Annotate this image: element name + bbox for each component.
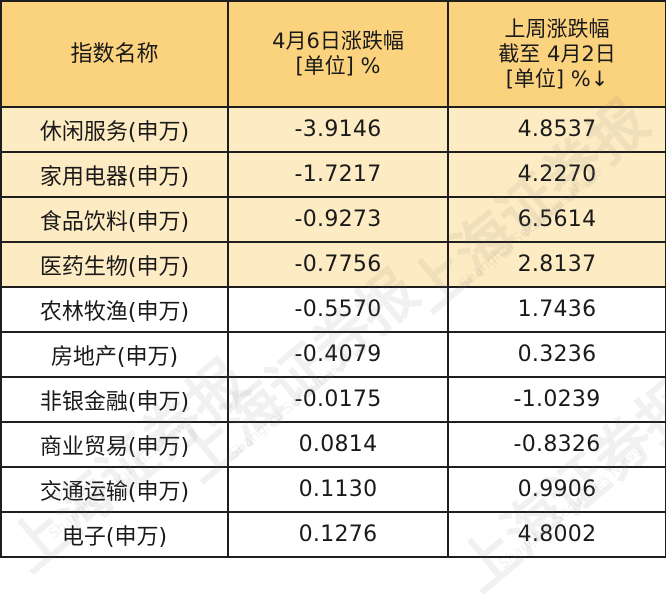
week-change-cell: 4.2270 xyxy=(447,151,666,198)
index-name-cell: 休闲服务(申万) xyxy=(0,106,229,153)
week-change-cell: 6.5614 xyxy=(447,196,666,243)
week-change-cell: 0.3236 xyxy=(447,331,666,378)
week-change-cell: -1.0239 xyxy=(447,376,666,423)
table-row: 农林牧渔(申万) -0.5570 1.7436 xyxy=(0,286,666,333)
table-body: 休闲服务(申万) -3.9146 4.8537 家用电器(申万) -1.7217… xyxy=(0,106,666,558)
day-change-cell: -0.0175 xyxy=(227,376,449,423)
day-change-cell: -0.7756 xyxy=(227,241,449,288)
table-row: 非银金融(申万) -0.0175 -1.0239 xyxy=(0,376,666,423)
week-change-cell: 0.9906 xyxy=(447,466,666,513)
day-change-cell: 0.0814 xyxy=(227,421,449,468)
index-name-cell: 医药生物(申万) xyxy=(0,241,229,288)
week-change-cell: -0.8326 xyxy=(447,421,666,468)
table-row: 休闲服务(申万) -3.9146 4.8537 xyxy=(0,106,666,153)
week-change-cell: 4.8537 xyxy=(447,106,666,153)
day-change-cell: -3.9146 xyxy=(227,106,449,153)
table-row: 商业贸易(申万) 0.0814 -0.8326 xyxy=(0,421,666,468)
header-day-change-unit: [单位] % xyxy=(295,54,381,78)
index-name-cell: 非银金融(申万) xyxy=(0,376,229,423)
day-change-cell: -1.7217 xyxy=(227,151,449,198)
day-change-cell: 0.1276 xyxy=(227,511,449,558)
day-change-cell: -0.4079 xyxy=(227,331,449,378)
table-row: 医药生物(申万) -0.7756 2.8137 xyxy=(0,241,666,288)
index-name-cell: 商业贸易(申万) xyxy=(0,421,229,468)
table-row: 电子(申万) 0.1276 4.8002 xyxy=(0,511,666,558)
header-day-change: 4月6日涨跌幅 [单位] % xyxy=(227,0,449,108)
header-index-name: 指数名称 xyxy=(0,0,229,108)
header-week-change-date: 截至 4月2日 xyxy=(498,41,616,66)
table-row: 房地产(申万) -0.4079 0.3236 xyxy=(0,331,666,378)
index-name-cell: 食品饮料(申万) xyxy=(0,196,229,243)
day-change-cell: 0.1130 xyxy=(227,466,449,513)
index-name-cell: 家用电器(申万) xyxy=(0,151,229,198)
index-name-cell: 交通运输(申万) xyxy=(0,466,229,513)
header-week-change: 上周涨跌幅 截至 4月2日 [单位] %↓ xyxy=(447,0,666,108)
header-week-change-unit-sort: [单位] %↓ xyxy=(505,66,609,91)
index-change-table: 指数名称 4月6日涨跌幅 [单位] % 上周涨跌幅 截至 4月2日 [单位] %… xyxy=(0,0,666,558)
header-week-change-line1: 上周涨跌幅 xyxy=(504,16,610,41)
week-change-cell: 4.8002 xyxy=(447,511,666,558)
table-row: 交通运输(申万) 0.1130 0.9906 xyxy=(0,466,666,513)
day-change-cell: -0.9273 xyxy=(227,196,449,243)
header-row: 指数名称 4月6日涨跌幅 [单位] % 上周涨跌幅 截至 4月2日 [单位] %… xyxy=(0,0,666,108)
header-day-change-line1: 4月6日涨跌幅 xyxy=(272,29,404,53)
day-change-cell: -0.5570 xyxy=(227,286,449,333)
index-name-cell: 电子(申万) xyxy=(0,511,229,558)
index-name-cell: 农林牧渔(申万) xyxy=(0,286,229,333)
table-row: 食品饮料(申万) -0.9273 6.5614 xyxy=(0,196,666,243)
table-header: 指数名称 4月6日涨跌幅 [单位] % 上周涨跌幅 截至 4月2日 [单位] %… xyxy=(0,0,666,108)
index-name-cell: 房地产(申万) xyxy=(0,331,229,378)
week-change-cell: 2.8137 xyxy=(447,241,666,288)
header-index-name-label: 指数名称 xyxy=(70,41,159,67)
table-row: 家用电器(申万) -1.7217 4.2270 xyxy=(0,151,666,198)
week-change-cell: 1.7436 xyxy=(447,286,666,333)
